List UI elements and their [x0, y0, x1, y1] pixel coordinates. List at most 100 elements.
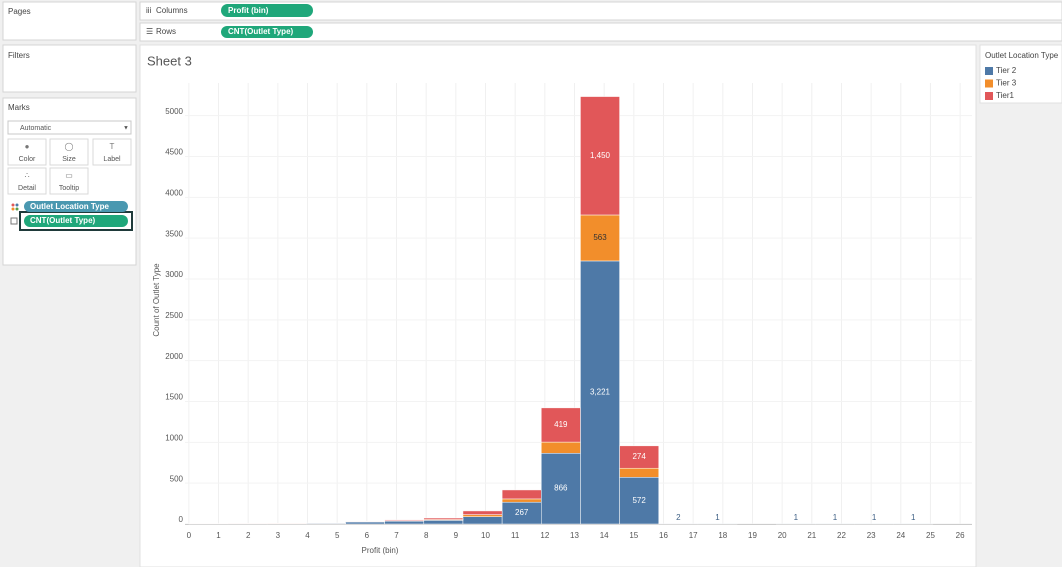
bar-segment [345, 521, 385, 525]
mark-button[interactable] [7, 167, 47, 195]
value-label: 1 [794, 513, 799, 522]
filters-title: Filters [8, 51, 30, 60]
x-tick-label: 23 [867, 531, 876, 540]
value-label: 274 [632, 452, 646, 461]
bar-segment [619, 445, 659, 469]
x-tick-label: 9 [454, 531, 459, 540]
bar-segment [462, 514, 503, 517]
rows-label: Rows [156, 27, 176, 36]
button-icon: ● [25, 142, 30, 151]
x-tick-label: 16 [659, 531, 668, 540]
value-label: 3,221 [590, 388, 611, 397]
mark-type: Automatic [20, 125, 52, 132]
icon [10, 217, 18, 225]
mark-button[interactable] [7, 138, 47, 166]
button-icon: ∴ [24, 171, 29, 180]
legend-swatch[interactable] [985, 79, 993, 88]
x-tick-label: 15 [629, 531, 638, 540]
value-label: 572 [632, 496, 646, 505]
legend [979, 44, 1062, 104]
y-tick-label: 1500 [165, 393, 183, 402]
value-label: 563 [593, 233, 607, 242]
x-tick-label: 21 [807, 531, 816, 540]
x-tick-label: 12 [540, 531, 549, 540]
mark-button[interactable] [49, 138, 89, 166]
value-label: 1,450 [590, 151, 611, 160]
x-tick-label: 17 [689, 531, 698, 540]
button-icon: ▭ [65, 171, 73, 180]
value-label: 267 [515, 508, 529, 517]
mark-pill[interactable] [24, 201, 128, 212]
rows-pill-text: CNT(Outlet Type) [228, 27, 294, 36]
mark-button[interactable] [49, 167, 89, 195]
bar-segment [619, 477, 659, 525]
value-label: 1 [911, 513, 916, 522]
legend-label: Tier 2 [996, 66, 1017, 75]
y-tick-label: 0 [179, 515, 184, 524]
x-tick-label: 13 [570, 531, 579, 540]
button-label: Size [62, 156, 76, 163]
x-axis-title: Profit (bin) [362, 546, 399, 555]
x-tick-label: 24 [896, 531, 905, 540]
rows-pill[interactable] [221, 26, 313, 38]
button-label: Color [19, 156, 36, 163]
x-tick-label: 4 [305, 531, 310, 540]
value-label: 419 [554, 420, 568, 429]
marks-title: Marks [8, 103, 30, 112]
sheet-title: Sheet 3 [147, 53, 192, 68]
legend-label: Tier 3 [996, 79, 1017, 88]
bar-segment [501, 489, 542, 500]
x-tick-label: 14 [600, 531, 609, 540]
x-tick-label: 2 [246, 531, 251, 540]
bar-segment [462, 516, 503, 525]
x-tick-label: 5 [335, 531, 340, 540]
x-tick-label: 0 [187, 531, 192, 540]
bar-segment [384, 519, 425, 521]
button-icon: ◯ [65, 142, 74, 151]
legend-swatch[interactable] [985, 92, 993, 100]
columns-pill[interactable] [221, 4, 313, 17]
x-tick-label: 1 [216, 531, 221, 540]
x-tick-label: 19 [748, 531, 757, 540]
columns-pill-text: Profit (bin) [228, 6, 269, 15]
button-label: Detail [18, 185, 36, 192]
bar-segment [423, 517, 464, 520]
mark-pill[interactable] [24, 215, 128, 227]
columns-shelf [139, 1, 1062, 21]
y-axis-title: Count of Outlet Type [152, 263, 161, 337]
x-tick-label: 20 [778, 531, 787, 540]
x-tick-label: 7 [394, 531, 399, 540]
icon [15, 203, 19, 207]
bar-segment [580, 96, 620, 216]
legend-swatch[interactable] [985, 67, 993, 75]
mark-type-dropdown[interactable] [7, 120, 132, 135]
bar-segment [462, 510, 503, 515]
y-tick-label: 5000 [165, 107, 183, 116]
bar-segment [423, 520, 464, 525]
y-tick-label: 4500 [165, 148, 183, 157]
rows-shelf [139, 22, 1062, 42]
bar-segment [541, 453, 581, 525]
dropdown-arrow: ▼ [123, 126, 129, 132]
x-tick-label: 22 [837, 531, 846, 540]
bar-segment [501, 498, 542, 503]
button-icon: T [110, 142, 115, 151]
x-tick-label: 26 [956, 531, 965, 540]
y-tick-label: 2000 [165, 352, 183, 361]
pages-panel [2, 1, 137, 41]
x-tick-label: 8 [424, 531, 429, 540]
icon [11, 203, 15, 207]
value-label: 1 [715, 513, 720, 522]
value-label: 1 [833, 513, 838, 522]
button-label: Label [103, 156, 121, 163]
y-tick-label: 500 [170, 474, 184, 483]
x-tick-label: 3 [276, 531, 281, 540]
bar-segment [541, 407, 581, 443]
x-tick-label: 10 [481, 531, 490, 540]
value-label: 866 [554, 484, 568, 493]
bar-segment [580, 260, 620, 525]
value-label: 2 [676, 513, 681, 522]
mark-button[interactable] [92, 138, 132, 166]
y-tick-label: 3500 [165, 229, 183, 238]
